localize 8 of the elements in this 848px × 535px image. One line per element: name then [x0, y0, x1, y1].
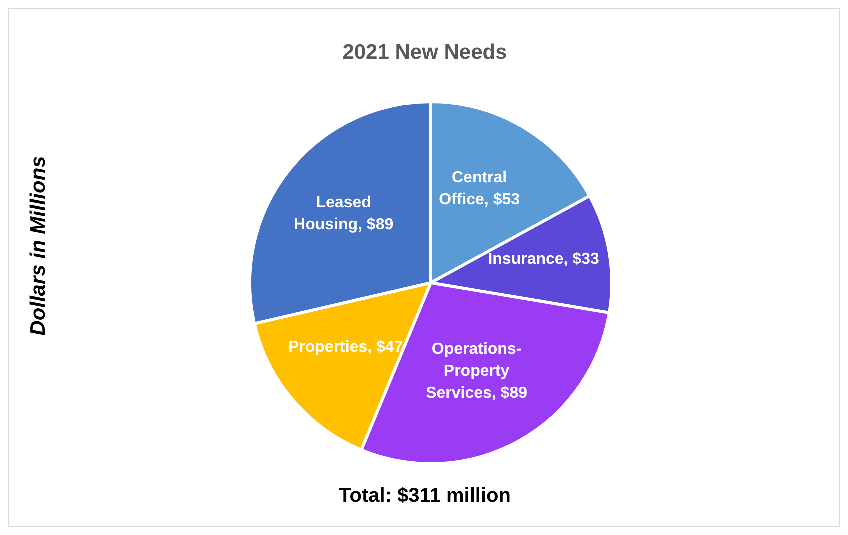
slice-label: Insurance, $33 [488, 251, 600, 268]
text: Total: $311 million [338, 485, 512, 508]
slice-label: Central Office, $53 [439, 170, 520, 209]
chart-title: 2021 New Needs [342, 41, 508, 65]
slice-label: Properties, $47 [288, 338, 404, 356]
text: Dollars in Millions [27, 156, 51, 336]
slice-label: Leased Housing, $89 [294, 194, 394, 234]
slice-label: Operations-Property Services, $89 [426, 340, 528, 402]
